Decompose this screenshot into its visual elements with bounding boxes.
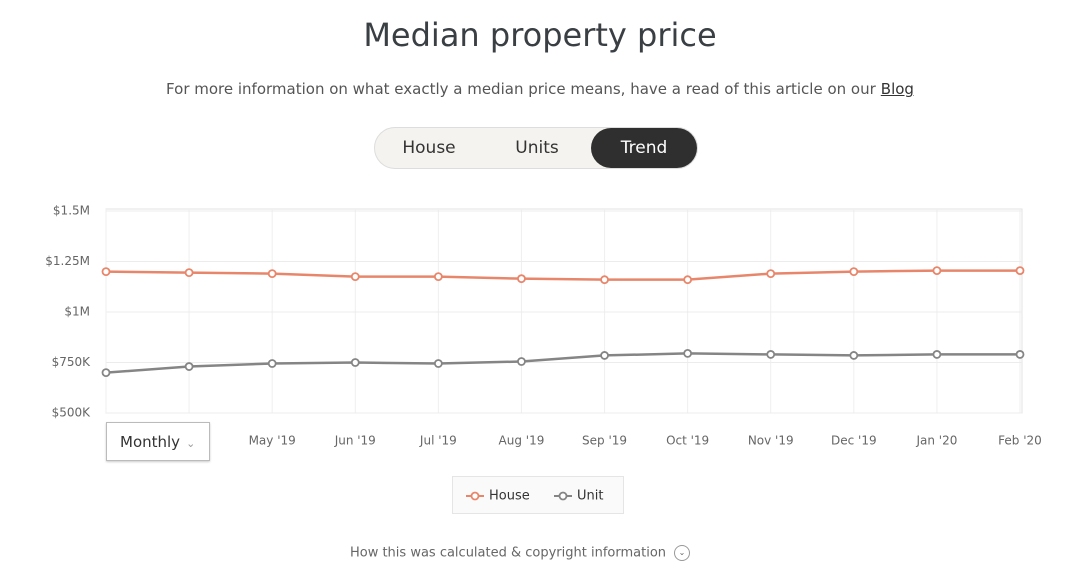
tab-group: House Units Trend [374,127,698,169]
legend: House Unit [452,476,624,514]
data-point [101,267,111,277]
x-tick-label: Aug '19 [499,434,545,448]
x-tick-label: Feb '20 [998,434,1042,448]
series-line [105,269,1020,281]
data-point [932,266,942,275]
y-tick-label: $1M [64,305,90,319]
data-point [1015,350,1025,359]
dropdown-label: Monthly [120,433,181,451]
data-point [683,275,693,285]
y-tick-label: $750K [52,355,92,369]
x-tick-label: Jan '20 [915,434,957,448]
data-point [1015,266,1025,275]
data-point [517,357,526,366]
y-tick-label: $500K [52,406,92,420]
series-line [105,352,1020,374]
chevron-icon: ⌄ [674,545,691,561]
data-point [267,269,277,279]
data-point [433,272,443,282]
page-title: Median property price [363,16,717,54]
data-point [184,362,194,371]
data-point [433,359,443,368]
data-point [600,275,609,285]
data-point [766,269,776,279]
data-point [267,359,277,368]
description: For more information on what exactly a m… [0,80,1080,98]
legend-label: Unit [577,489,603,504]
x-tick-label: Dec '19 [831,434,877,448]
period-dropdown[interactable]: Monthly ⌄ [106,422,210,461]
tab[interactable]: Trend [591,128,697,168]
x-tick-label: Jul '19 [419,434,457,448]
data-point [849,267,859,277]
tab[interactable]: House [402,138,456,158]
x-tick-label: May '19 [249,434,296,448]
y-tick-label: $1.5M [53,204,90,218]
x-tick-label: Jun '19 [334,434,376,448]
data-point [849,351,859,360]
data-point [350,272,360,282]
data-point [766,350,776,359]
data-point [350,358,360,367]
x-tick-label: Oct '19 [666,434,709,448]
legend-label: House [489,489,530,504]
y-tick-label: $1.25M [45,254,90,268]
plot-area [105,208,1023,414]
data-point [517,274,526,284]
x-tick-label: Nov '19 [748,434,794,448]
footer-text: How this was calculated & copyright info… [349,545,667,561]
legend-items: House Unit [466,489,603,504]
footer[interactable]: How this was calculated & copyright info… [0,545,1040,561]
data-point [683,349,693,358]
legend-marker [470,491,480,501]
data-point [932,350,942,359]
blog-link[interactable]: Blog [880,80,914,98]
description-text: For more information on what exactly a m… [166,80,876,98]
chevron: ⌄ [186,437,196,450]
data-point [101,368,111,378]
data-point [184,268,194,278]
x-tick-label: Sep '19 [582,434,627,448]
data-point [600,351,609,360]
legend-marker [558,491,568,501]
tab[interactable]: Units [515,138,559,158]
